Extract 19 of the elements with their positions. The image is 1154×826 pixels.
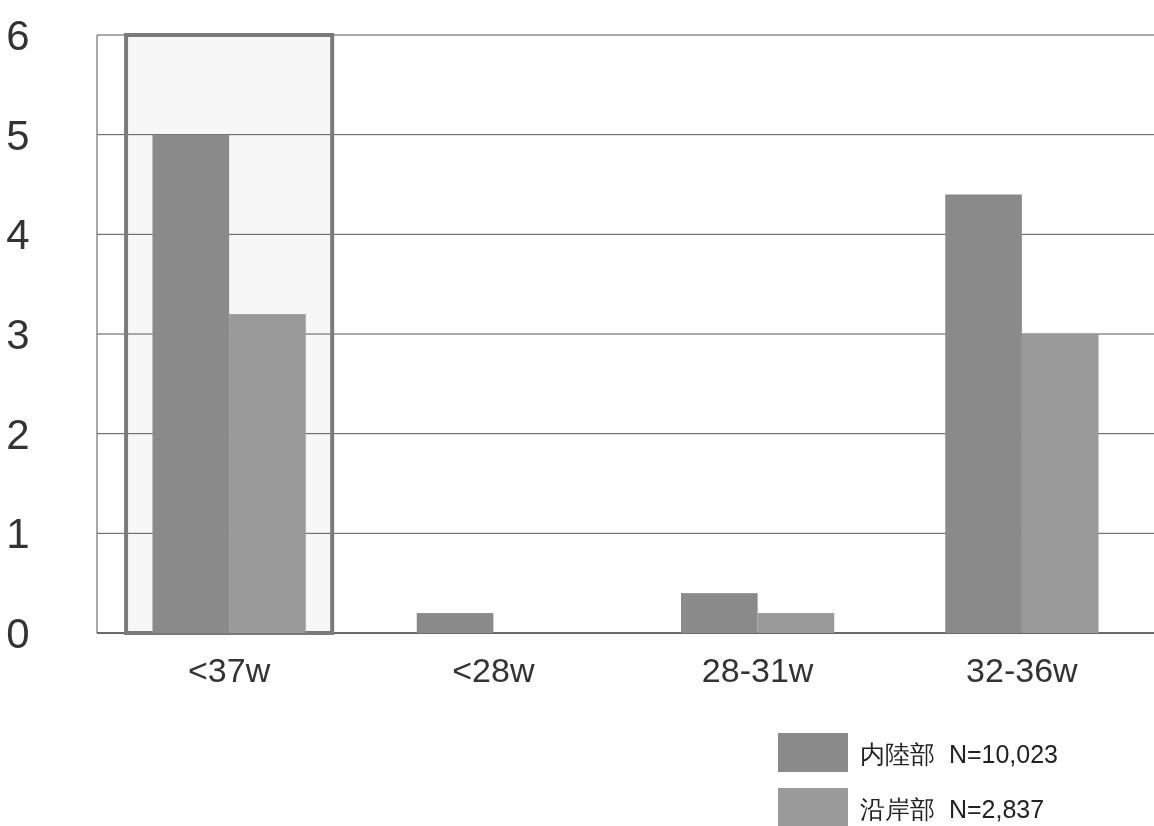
y-tick-label: 6 (6, 12, 30, 59)
y-tick-label: 3 (6, 311, 30, 358)
bar (680, 593, 758, 633)
x-tick-label: 32-36w (966, 651, 1079, 689)
x-tick-label: <28w (452, 651, 535, 689)
legend-label: 沿岸部 N=2,837 (860, 795, 1045, 823)
bar (416, 613, 494, 633)
x-tick-label: 28-31w (701, 651, 814, 689)
bar (229, 314, 306, 633)
bar (1021, 334, 1099, 633)
y-tick-label: 0 (6, 610, 30, 657)
x-tick-label: <37w (188, 651, 271, 689)
bar (945, 194, 1022, 633)
y-tick-label: 5 (6, 111, 30, 159)
y-tick-label: 1 (6, 510, 30, 558)
bar (757, 613, 835, 633)
y-tick-label: 2 (6, 410, 30, 458)
y-tick-label: 4 (6, 211, 30, 259)
legend-label: 内陸部 N=10,023 (860, 740, 1059, 768)
